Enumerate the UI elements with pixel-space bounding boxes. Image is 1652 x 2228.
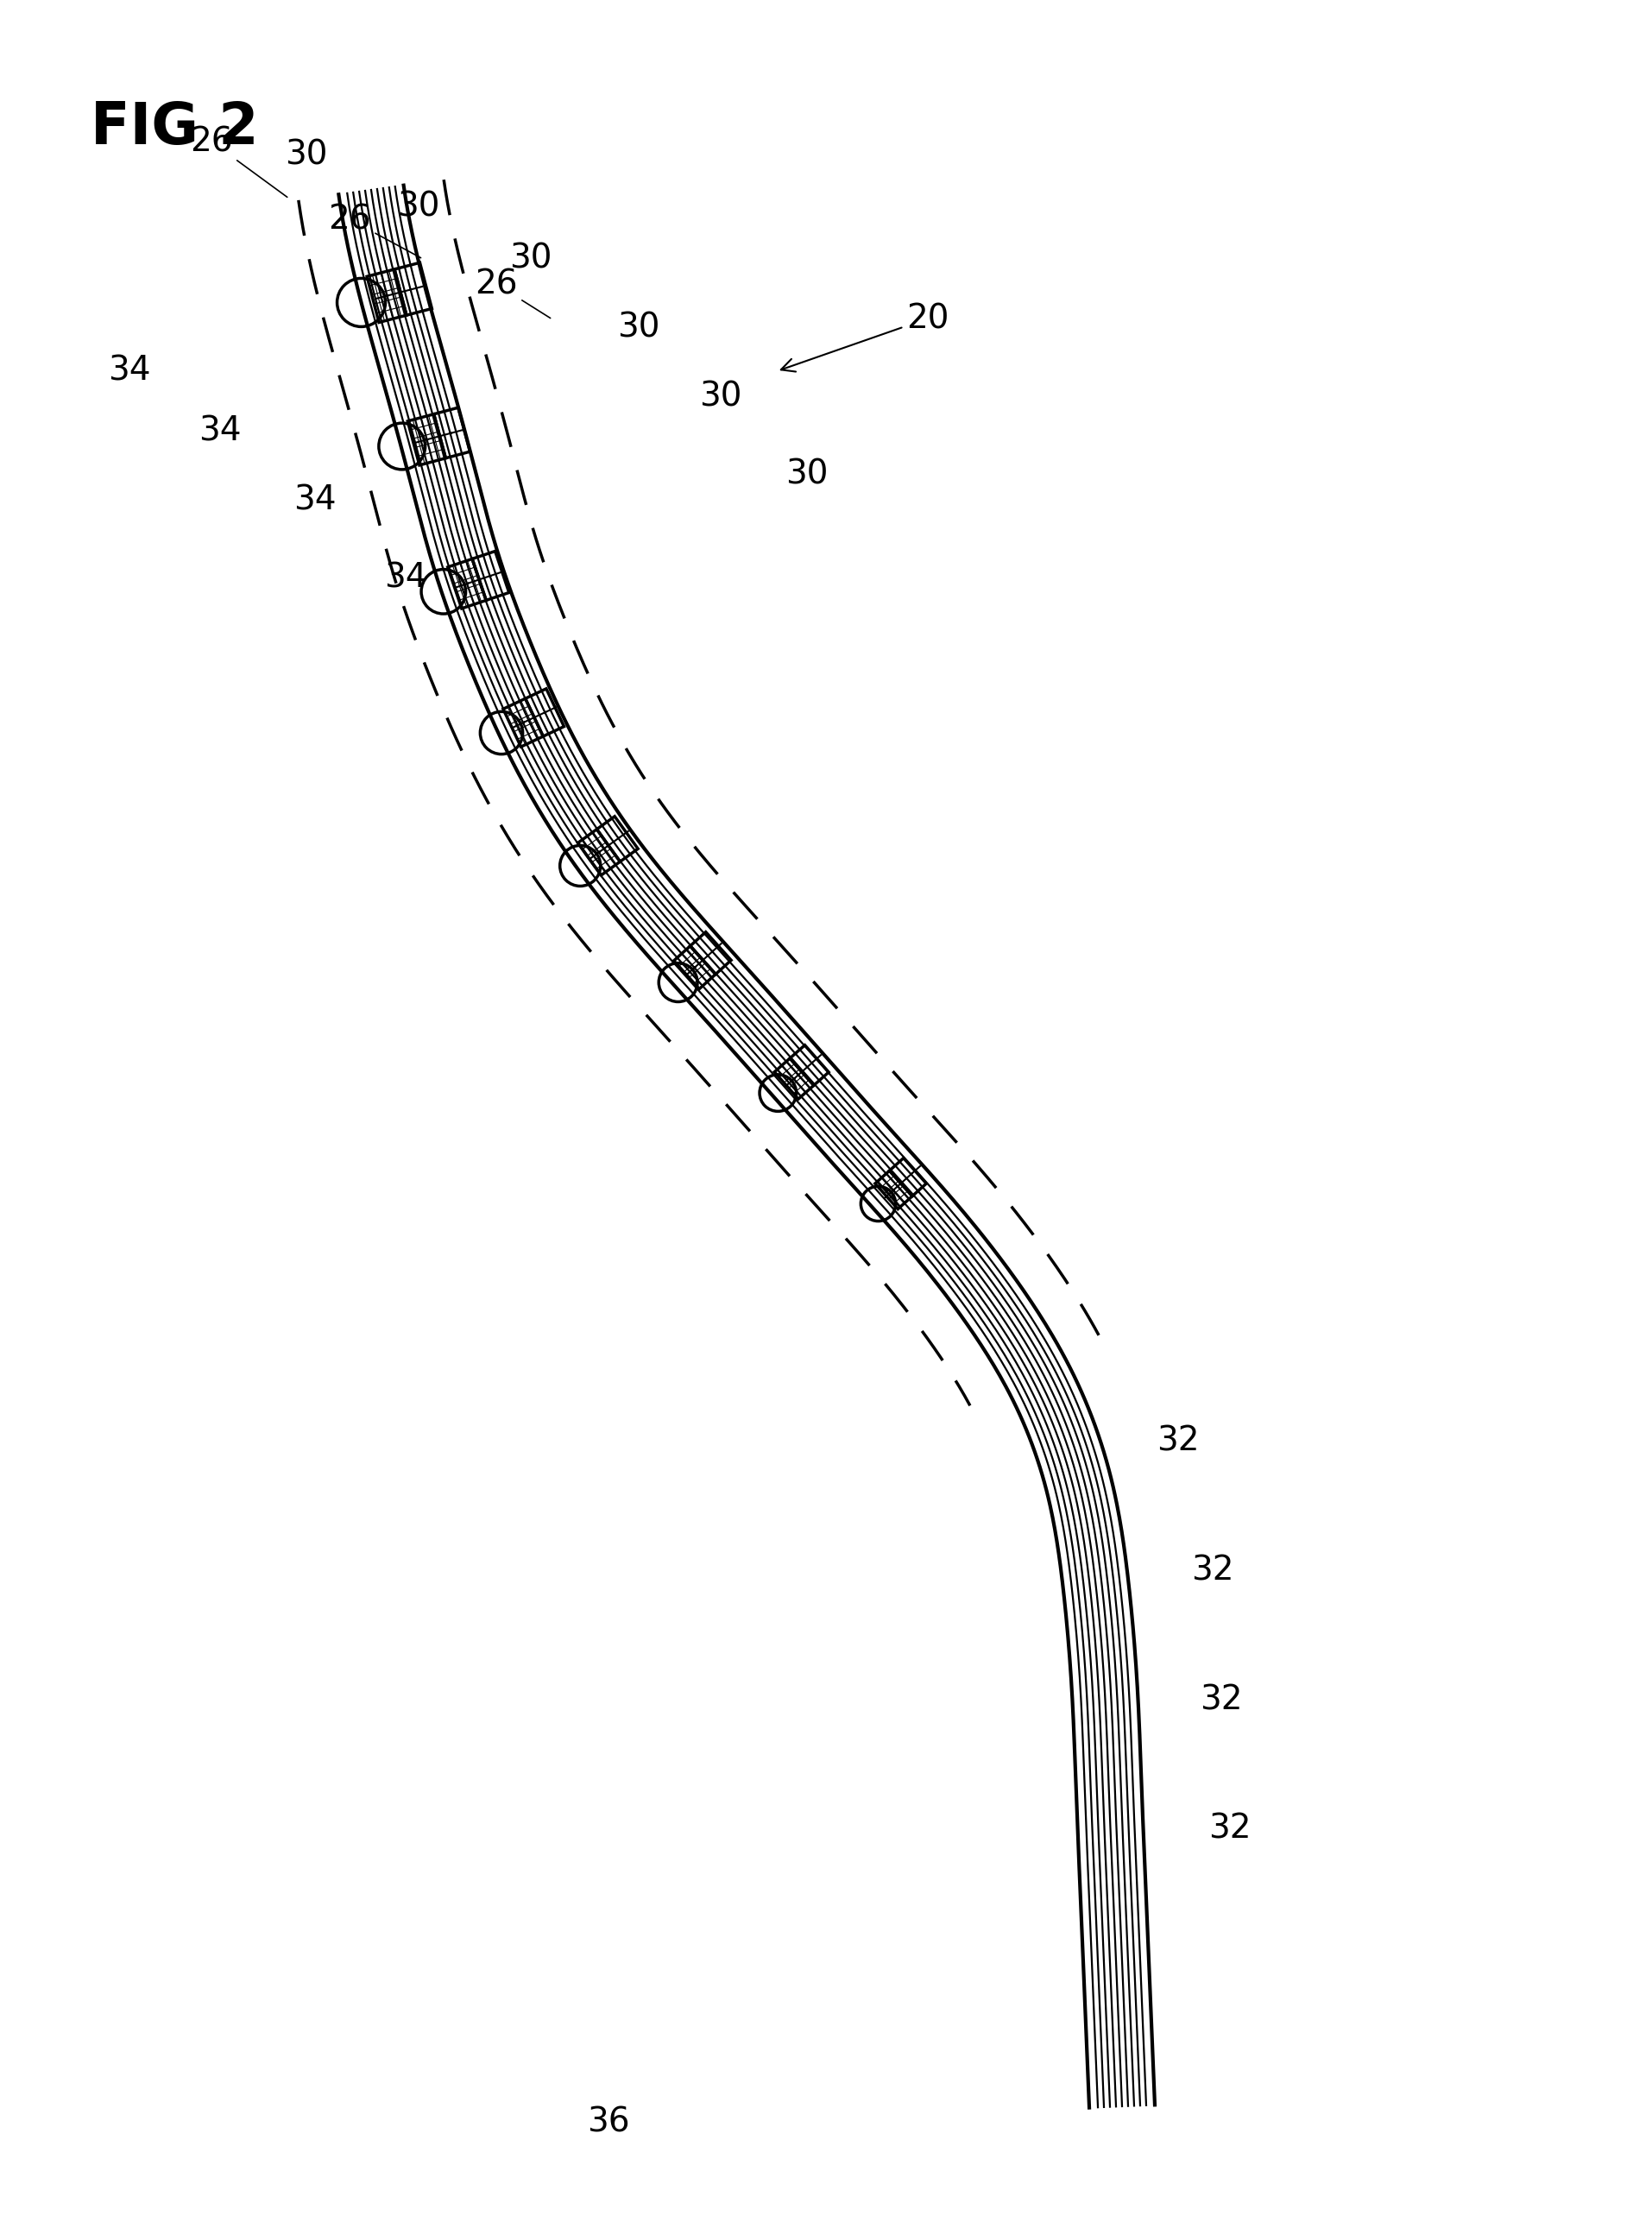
Text: 20: 20 <box>780 303 948 372</box>
Text: 34: 34 <box>198 414 241 448</box>
Text: 32: 32 <box>1199 1684 1242 1716</box>
Text: 30: 30 <box>785 457 828 490</box>
Text: 36: 36 <box>586 2105 629 2139</box>
Text: FIG 2: FIG 2 <box>91 100 258 156</box>
Text: 32: 32 <box>1191 1553 1232 1586</box>
Text: 34: 34 <box>294 483 335 517</box>
Text: 26: 26 <box>190 125 287 196</box>
Text: 30: 30 <box>509 241 552 274</box>
Text: 30: 30 <box>616 310 659 343</box>
Text: 32: 32 <box>1156 1424 1199 1457</box>
Text: 30: 30 <box>699 379 742 412</box>
Text: 32: 32 <box>1208 1814 1251 1845</box>
Text: 30: 30 <box>284 138 327 172</box>
Text: 26: 26 <box>474 267 550 319</box>
Text: 30: 30 <box>396 189 439 223</box>
Text: 34: 34 <box>107 354 150 388</box>
Text: 34: 34 <box>383 561 426 595</box>
Text: 26: 26 <box>327 203 421 258</box>
